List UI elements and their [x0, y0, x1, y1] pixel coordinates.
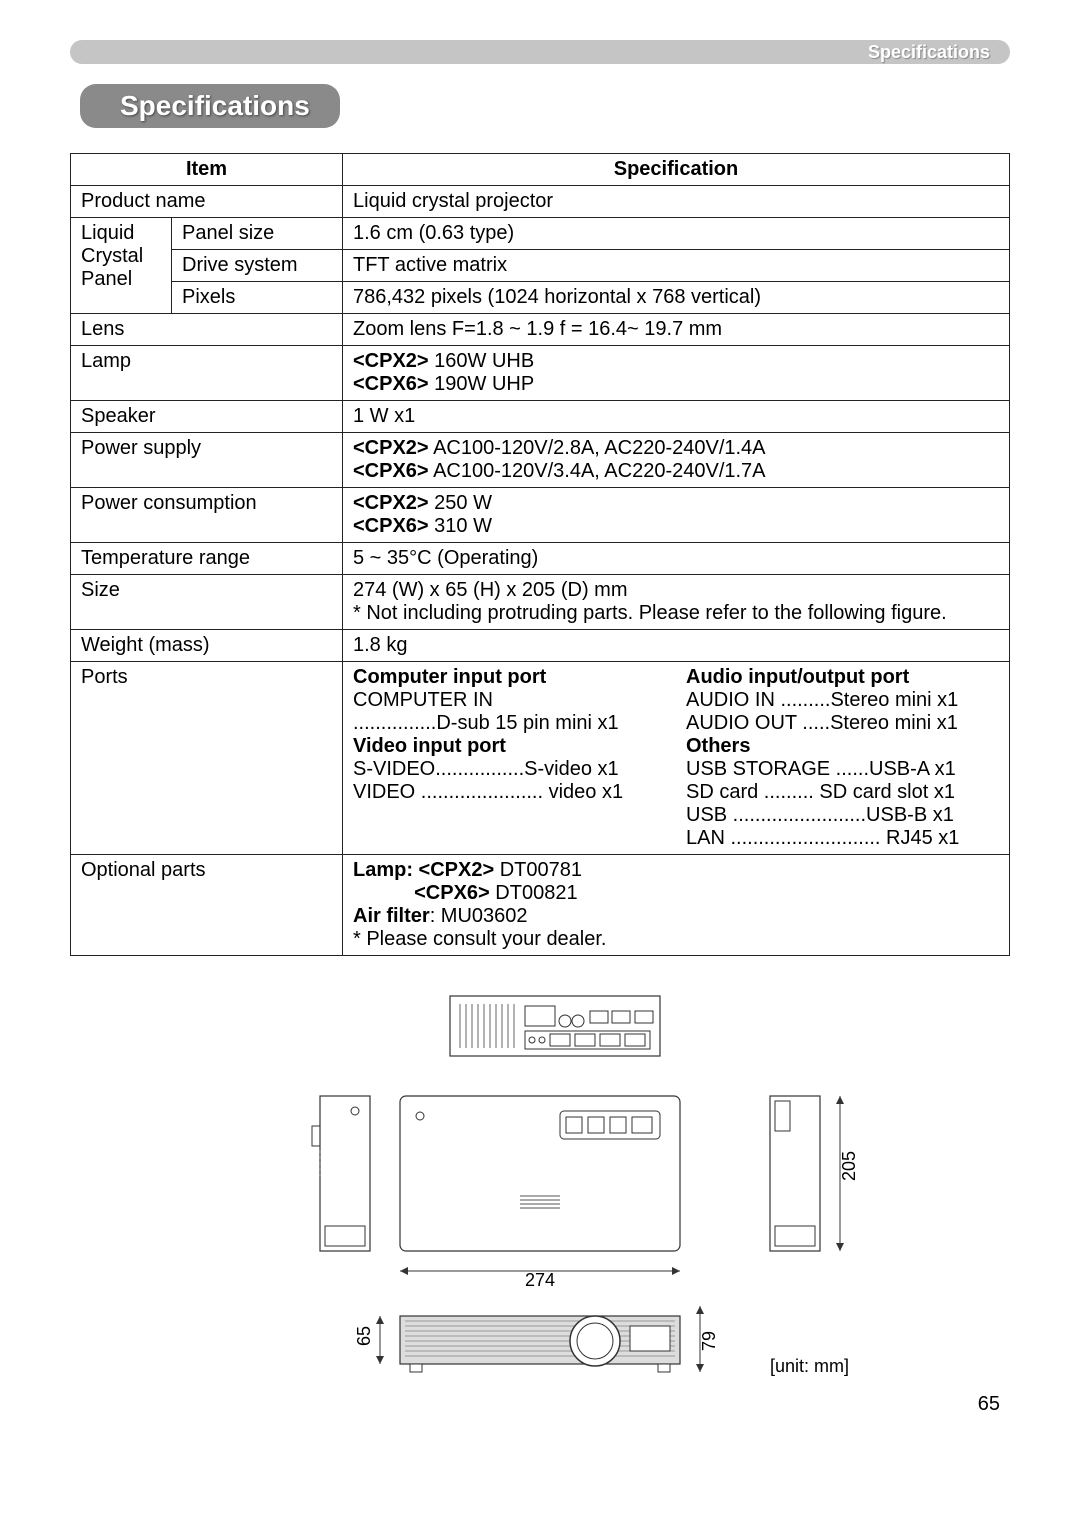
row-lens-value: Zoom lens F=1.8 ~ 1.9 f = 16.4~ 19.7 mm	[343, 314, 1010, 346]
ps-m2-prefix: <CPX6>	[353, 460, 429, 482]
row-product-label: Product name	[71, 186, 343, 218]
row-optional-label: Optional parts	[71, 855, 343, 956]
row-power-value: <CPX2> AC100-120V/2.8A, AC220-240V/1.4A …	[343, 433, 1010, 488]
ports-left-l3: S-VIDEO................S-video x1	[353, 758, 666, 781]
row-pc-value: <CPX2> 250 W <CPX6> 310 W	[343, 488, 1010, 543]
section-title: Specifications	[80, 84, 340, 128]
pc-m1-val: 250 W	[429, 492, 492, 514]
row-speaker-label: Speaker	[71, 401, 343, 433]
ps-m1-val: AC100-120V/2.8A, AC220-240V/1.4A	[429, 437, 766, 459]
row-power-label: Power supply	[71, 433, 343, 488]
ports-left-l1: COMPUTER IN	[353, 689, 666, 712]
pc-m1-prefix: <CPX2>	[353, 492, 429, 514]
dim-h65-text: 65	[354, 1326, 374, 1346]
row-speaker-value: 1 W x1	[343, 401, 1010, 433]
opt-note: * Please consult your dealer.	[353, 928, 607, 950]
dim-depth-text: 205	[839, 1151, 859, 1181]
ports-right-l2: AUDIO OUT .....Stereo mini x1	[686, 712, 999, 735]
opt-lamp2-val: DT00821	[490, 882, 578, 904]
spec-table: Item Specification Product name Liquid c…	[70, 153, 1010, 956]
row-lamp-label: Lamp	[71, 346, 343, 401]
lamp-m2-prefix: <CPX6>	[353, 373, 429, 395]
opt-lamp2-prefix: <CPX6>	[414, 882, 490, 904]
opt-lamp-label: Lamp	[353, 859, 406, 881]
dimension-diagram: 274 205	[70, 986, 1010, 1406]
unit-label: [unit: mm]	[770, 1356, 849, 1377]
row-size-label: Size	[71, 575, 343, 630]
row-temp-value: 5 ~ 35°C (Operating)	[343, 543, 1010, 575]
lamp-m1-prefix: <CPX2>	[353, 350, 429, 372]
ports-right-l5: USB ........................USB-B x1	[686, 804, 999, 827]
row-weight-label: Weight (mass)	[71, 630, 343, 662]
ports-left-l2: ...............D-sub 15 pin mini x1	[353, 712, 666, 735]
ports-left-l4: VIDEO ...................... video x1	[353, 781, 666, 804]
page-number: 65	[978, 1393, 1000, 1416]
dim-h79-text: 79	[699, 1331, 719, 1351]
row-drive-value: TFT active matrix	[343, 250, 1010, 282]
row-size-value: 274 (W) x 65 (H) x 205 (D) mm * Not incl…	[343, 575, 1010, 630]
th-spec: Specification	[343, 154, 1010, 186]
ports-right-l3: USB STORAGE ......USB-A x1	[686, 758, 999, 781]
row-pc-label: Power consumption	[71, 488, 343, 543]
ports-right-h2: Others	[686, 735, 999, 758]
opt-filter-val: : MU03602	[430, 905, 528, 927]
ports-right-h1: Audio input/output port	[686, 666, 999, 689]
row-lcp-group: Liquid Crystal Panel	[71, 218, 172, 314]
ports-left-h1: Computer input port	[353, 666, 666, 689]
row-panelsize-label: Panel size	[172, 218, 343, 250]
lamp-m2-val: 190W UHP	[429, 373, 535, 395]
row-panelsize-value: 1.6 cm (0.63 type)	[343, 218, 1010, 250]
lamp-m1-val: 160W UHB	[429, 350, 535, 372]
size-l2: * Not including protruding parts. Please…	[353, 602, 947, 624]
row-lamp-value: <CPX2> 160W UHB <CPX6> 190W UHP	[343, 346, 1010, 401]
dim-width-text: 274	[525, 1270, 555, 1290]
row-temp-label: Temperature range	[71, 543, 343, 575]
row-weight-value: 1.8 kg	[343, 630, 1010, 662]
ps-m1-prefix: <CPX2>	[353, 437, 429, 459]
opt-lamp1-prefix: : <CPX2>	[406, 859, 494, 881]
ports-left-h2: Video input port	[353, 735, 666, 758]
diagram-svg: 274 205	[70, 986, 1010, 1406]
row-lens-label: Lens	[71, 314, 343, 346]
opt-filter-label: Air filter	[353, 905, 430, 927]
size-l1: 274 (W) x 65 (H) x 205 (D) mm	[353, 579, 627, 601]
row-pixels-label: Pixels	[172, 282, 343, 314]
row-ports-label: Ports	[71, 662, 343, 855]
top-bar-label: Specifications	[868, 42, 990, 63]
pc-m2-prefix: <CPX6>	[353, 515, 429, 537]
opt-lamp1-val: DT00781	[494, 859, 582, 881]
row-drive-label: Drive system	[172, 250, 343, 282]
ps-m2-val: AC100-120V/3.4A, AC220-240V/1.7A	[429, 460, 766, 482]
pc-m2-val: 310 W	[429, 515, 492, 537]
ports-right-l6: LAN ........................... RJ45 x1	[686, 827, 999, 850]
row-optional-value: Lamp: <CPX2> DT00781 <CPX6> DT00821 Air …	[343, 855, 1010, 956]
row-product-value: Liquid crystal projector	[343, 186, 1010, 218]
row-ports-value: Computer input port COMPUTER IN ........…	[343, 662, 1010, 855]
top-bar: Specifications	[70, 40, 1010, 64]
ports-right-l4: SD card ......... SD card slot x1	[686, 781, 999, 804]
th-item: Item	[71, 154, 343, 186]
ports-right-l1: AUDIO IN .........Stereo mini x1	[686, 689, 999, 712]
row-pixels-value: 786,432 pixels (1024 horizontal x 768 ve…	[343, 282, 1010, 314]
